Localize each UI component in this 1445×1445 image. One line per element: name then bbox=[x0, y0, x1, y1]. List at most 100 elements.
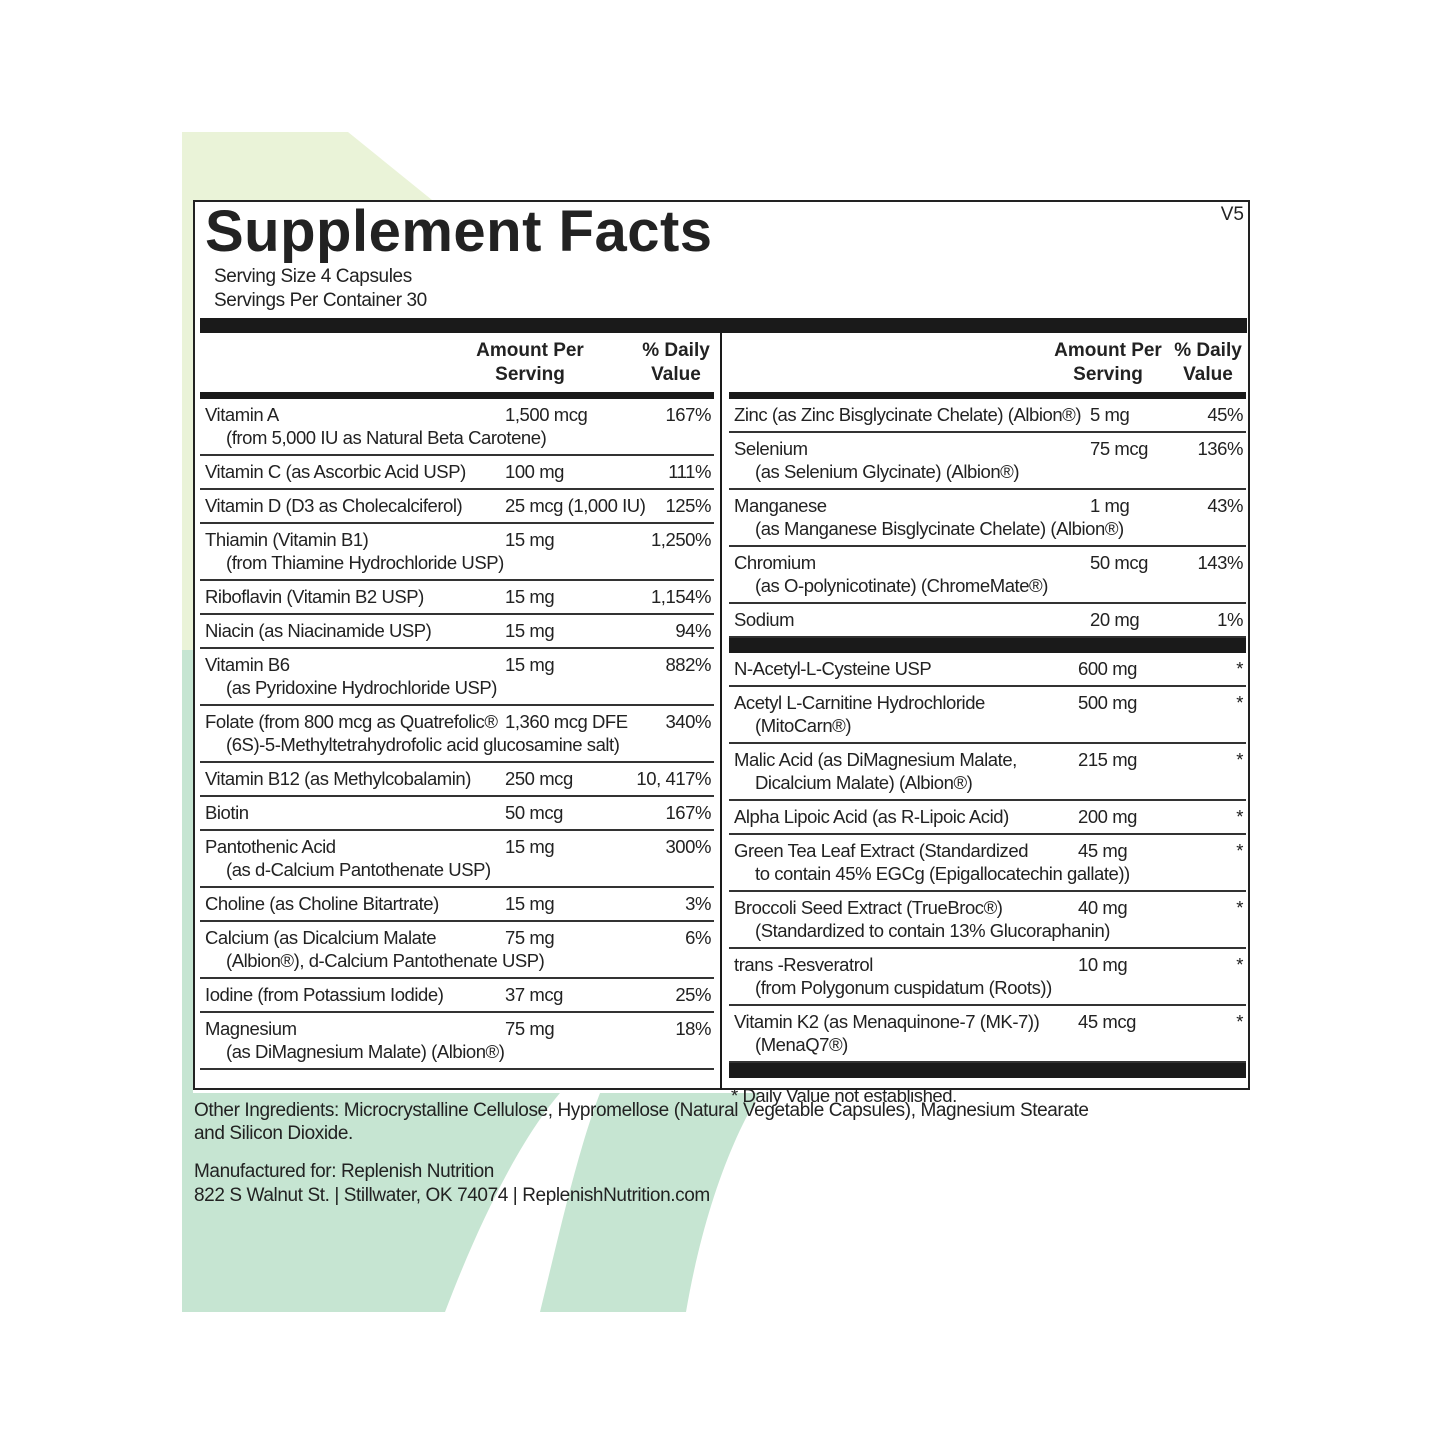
ingredient-detail: (MenaQ7®) bbox=[755, 1034, 848, 1055]
title: Supplement Facts bbox=[205, 199, 713, 264]
amount: 75 mg bbox=[505, 927, 555, 948]
version: V5 bbox=[1220, 204, 1244, 225]
ingredient-row: Green Tea Leaf Extract (Standardized 45 m… bbox=[729, 835, 1246, 892]
ingredient-name: Iodine (from Potassium Iodide) bbox=[205, 984, 444, 1005]
ingredient-row: Niacin (as Niacinamide USP) 15 mg 94% bbox=[200, 615, 714, 649]
ingredient-name: Folate (from 800 mcg as Quatrefolic® bbox=[205, 711, 498, 732]
daily-value: * bbox=[1236, 840, 1243, 861]
row-line: Pantothenic Acid 15 mg 300% bbox=[205, 835, 711, 858]
ingredient-detail: (as DiMagnesium Malate) (Albion®) bbox=[226, 1041, 505, 1062]
ingredient-name: Malic Acid (as DiMagnesium Malate, bbox=[734, 749, 1017, 770]
ingredient-name: Niacin (as Niacinamide USP) bbox=[205, 620, 432, 641]
daily-value: * bbox=[1236, 897, 1243, 918]
ingredient-row: Sodium 20 mg 1% bbox=[729, 604, 1246, 638]
row-line: Broccoli Seed Extract (TrueBroc®) 40 mg * bbox=[734, 896, 1243, 919]
thick-bar bbox=[200, 318, 1247, 333]
row-line: Niacin (as Niacinamide USP) 15 mg 94% bbox=[205, 619, 711, 642]
amount: 45 mcg bbox=[1078, 1011, 1136, 1032]
rows: Vitamin A 1,500 mcg 167% (from 5,000 IU as … bbox=[200, 399, 714, 1070]
daily-value: 10, 417% bbox=[636, 768, 711, 789]
amount: 40 mg bbox=[1078, 897, 1128, 918]
row-line: Green Tea Leaf Extract (Standardized 45 m… bbox=[734, 839, 1243, 862]
daily-value: 125% bbox=[665, 495, 711, 516]
daily-value: * bbox=[1236, 749, 1243, 770]
daily-value: * bbox=[1236, 658, 1243, 679]
amount: 45 mg bbox=[1078, 840, 1128, 861]
amount: 10 mg bbox=[1078, 954, 1128, 975]
ingredient-row: Vitamin B6 15 mg 882% (as Pyridoxine Hydroc… bbox=[200, 649, 714, 706]
rows: N-Acetyl-L-Cysteine USP 600 mg * Acetyl L-C… bbox=[729, 653, 1246, 1063]
ingredient-name: Green Tea Leaf Extract (Standardized bbox=[734, 840, 1029, 861]
daily-value: 143% bbox=[1197, 552, 1243, 573]
ingredient-row: Magnesium 75 mg 18% (as DiMagnesium Malate)… bbox=[200, 1013, 714, 1070]
row-line: Vitamin B12 (as Methylcobalamin) 250 mcg 1… bbox=[205, 767, 711, 790]
amount: 15 mg bbox=[505, 893, 555, 914]
column-divider bbox=[720, 333, 722, 1090]
amount: 75 mg bbox=[505, 1018, 555, 1039]
ingredient-name: Selenium bbox=[734, 438, 808, 459]
row-line: Iodine (from Potassium Iodide) 37 mcg 25% bbox=[205, 983, 711, 1006]
amount: 25 mcg (1,000 IU) bbox=[505, 495, 646, 516]
ingredient-detail: (as O-polynicotinate) (ChromeMate®) bbox=[755, 575, 1048, 596]
row-line: Magnesium 75 mg 18% bbox=[205, 1017, 711, 1040]
ingredient-name: Alpha Lipoic Acid (as R-Lipoic Acid) bbox=[734, 806, 1009, 827]
daily-value: 43% bbox=[1207, 495, 1243, 516]
rows: Zinc (as Zinc Bisglycinate Chelate) (Alb… bbox=[729, 399, 1246, 638]
ingredient-detail: (as Manganese Bisglycinate Chelate) (Alb… bbox=[755, 518, 1124, 539]
ingredient-name: Thiamin (Vitamin B1) bbox=[205, 529, 369, 550]
ingredient-name: Vitamin D (D3 as Cholecalciferol) bbox=[205, 495, 463, 516]
amount: 200 mg bbox=[1078, 806, 1138, 827]
ingredient-detail: (MitoCarn®) bbox=[755, 715, 852, 736]
amount: 50 mcg bbox=[505, 802, 563, 823]
ingredient-name: Choline (as Choline Bitartrate) bbox=[205, 893, 439, 914]
ingredient-row: Selenium 75 mcg 136% (as Selenium Glycinate… bbox=[729, 433, 1246, 490]
ingredient-row: Thiamin (Vitamin B1) 15 mg 1,250% (from Thi… bbox=[200, 524, 714, 581]
manufacturer: Manufactured for: Replenish Nutrition bbox=[194, 1161, 494, 1182]
ingredient-row: Chromium 50 mcg 143% (as O-polynicotinate) … bbox=[729, 547, 1246, 604]
ingredient-name: Acetyl L-Carnitine Hydrochloride bbox=[734, 692, 985, 713]
other-ingredients: Other Ingredients: Microcrystalline Cell… bbox=[194, 1100, 1089, 1144]
row-line: Choline (as Choline Bitartrate) 15 mg 3% bbox=[205, 892, 711, 915]
row-line: Vitamin C (as Ascorbic Acid USP) 100 mg 11… bbox=[205, 460, 711, 483]
daily-value: 1,154% bbox=[650, 586, 711, 607]
row-line: Manganese 1 mg 43% bbox=[734, 494, 1243, 517]
ingredient-name: Broccoli Seed Extract (TrueBroc®) bbox=[734, 897, 1003, 918]
daily-value: * bbox=[1236, 692, 1243, 713]
daily-value: 882% bbox=[665, 654, 711, 675]
ingredient-row: Broccoli Seed Extract (TrueBroc®) 40 mg * (… bbox=[729, 892, 1246, 949]
amount: 75 mcg bbox=[1090, 438, 1148, 459]
section-bar bbox=[729, 638, 1246, 653]
supplement-facts-panel: Supplement Facts V5 Serving Size 4 Capsu… bbox=[193, 199, 1250, 1106]
row-line: Vitamin B6 15 mg 882% bbox=[205, 653, 711, 676]
section-bar bbox=[729, 1063, 1246, 1078]
row-line: Thiamin (Vitamin B1) 15 mg 1,250% bbox=[205, 528, 711, 551]
ingredient-row: Malic Acid (as DiMagnesium Malate, 215 mg… bbox=[729, 744, 1246, 801]
row-line: Sodium 20 mg 1% bbox=[734, 608, 1243, 631]
daily-value: 300% bbox=[665, 836, 711, 857]
ingredient-row: Zinc (as Zinc Bisglycinate Chelate) (Alb… bbox=[729, 399, 1246, 433]
ingredient-name: Vitamin B6 bbox=[205, 654, 290, 675]
ingredient-row: Calcium (as Dicalcium Malate 75 mg 6% (Albi… bbox=[200, 922, 714, 979]
ingredient-row: Manganese 1 mg 43% (as Manganese Bisglycina… bbox=[729, 490, 1246, 547]
ingredient-detail: (6S)-5-Methyltetrahydrofolic acid glucos… bbox=[226, 734, 620, 755]
right-column: Amount Per Serving % Daily Value Zinc (a… bbox=[729, 335, 1246, 1107]
row-line: Selenium 75 mcg 136% bbox=[734, 437, 1243, 460]
row-line: Riboflavin (Vitamin B2 USP) 15 mg 1,154% bbox=[205, 585, 711, 608]
amount-header: Amount Per Serving bbox=[476, 340, 584, 385]
ingredient-name: Manganese bbox=[734, 495, 827, 516]
column-header: Amount Per Serving % Daily Value bbox=[200, 335, 714, 392]
ingredient-name: Riboflavin (Vitamin B2 USP) bbox=[205, 586, 424, 607]
ingredient-name: Pantothenic Acid bbox=[205, 836, 336, 857]
ingredient-row: trans -Resveratrol 10 mg * (from Polygonum … bbox=[729, 949, 1246, 1006]
daily-value: 167% bbox=[665, 802, 711, 823]
amount: 500 mg bbox=[1078, 692, 1138, 713]
amount: 600 mg bbox=[1078, 658, 1138, 679]
daily-value: 1% bbox=[1217, 609, 1243, 630]
ingredient-name: Vitamin C (as Ascorbic Acid USP) bbox=[205, 461, 466, 482]
ingredient-name: Chromium bbox=[734, 552, 816, 573]
header-bar bbox=[729, 392, 1246, 399]
ingredient-row: Acetyl L-Carnitine Hydrochloride 500 mg * (… bbox=[729, 687, 1246, 744]
daily-value: 6% bbox=[685, 927, 711, 948]
